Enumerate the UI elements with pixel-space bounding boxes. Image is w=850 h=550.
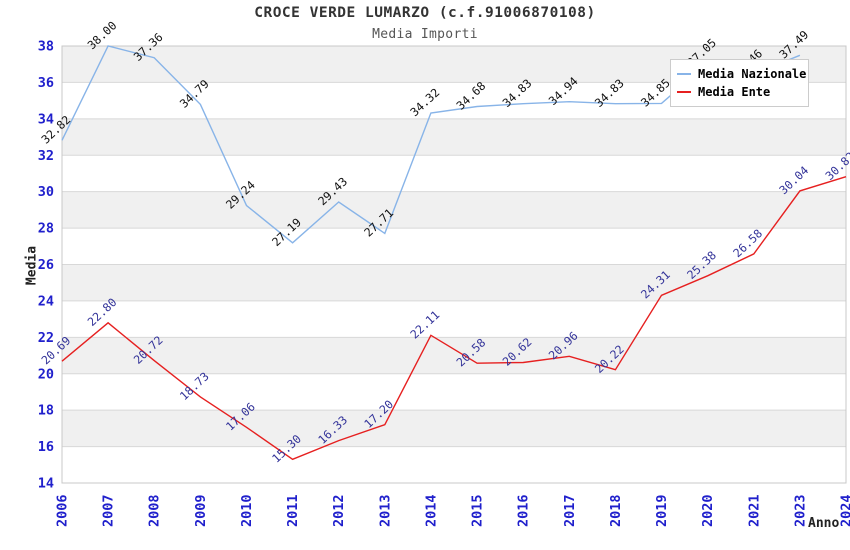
grid-band xyxy=(62,410,846,447)
data-label: 26.58 xyxy=(730,226,765,260)
x-tick-label: 2008 xyxy=(147,494,163,527)
x-tick-label: 2024 xyxy=(839,494,850,527)
y-tick-label: 18 xyxy=(38,403,54,419)
legend-item-media-ente: Media Ente xyxy=(671,85,808,99)
x-tick-label: 2013 xyxy=(377,494,393,527)
x-tick-label: 2015 xyxy=(470,494,486,527)
x-tick-label: 2006 xyxy=(55,494,71,527)
y-tick-label: 22 xyxy=(38,330,54,346)
legend-label: Media Ente xyxy=(698,85,771,99)
x-tick-label: 2018 xyxy=(608,494,624,527)
x-tick-label: 2020 xyxy=(700,494,716,527)
data-label: 18.73 xyxy=(177,369,212,403)
x-tick-label: 2011 xyxy=(285,494,301,527)
y-tick-label: 30 xyxy=(38,184,54,200)
x-axis-title: Anno xyxy=(808,516,840,531)
y-axis-title: Media xyxy=(24,245,40,286)
y-tick-label: 38 xyxy=(38,39,54,55)
legend-line-swatch-nazionale xyxy=(677,73,691,75)
y-tick-label: 16 xyxy=(38,439,54,455)
grid-band xyxy=(62,118,846,156)
y-tick-label: 32 xyxy=(38,148,54,164)
chart-title: CROCE VERDE LUMARZO (c.f.91006870108) xyxy=(254,5,596,21)
y-tick-label: 36 xyxy=(38,75,54,91)
grid-band xyxy=(62,337,846,374)
x-tick-label: 2007 xyxy=(101,494,117,527)
x-tick-label: 2019 xyxy=(654,494,670,527)
legend-line-swatch-ente xyxy=(677,91,691,93)
plot-border xyxy=(61,45,847,484)
chart-subtitle: Media Importi xyxy=(372,27,478,42)
data-label: 22.11 xyxy=(407,308,442,342)
x-tick-label: 2010 xyxy=(239,494,255,527)
y-tick-label: 28 xyxy=(38,221,54,237)
x-tick-label: 2017 xyxy=(562,494,578,527)
series-line-media-ente xyxy=(61,176,847,461)
legend-item-media-nazionale: Media Nazionale xyxy=(671,67,808,81)
legend: Media Nazionale Media Ente xyxy=(670,59,809,107)
data-label: 34.32 xyxy=(407,85,442,119)
x-tick-label: 2009 xyxy=(193,494,209,527)
x-tick-label: 2023 xyxy=(792,494,808,527)
x-tick-label: 2016 xyxy=(516,494,532,527)
y-tick-label: 26 xyxy=(38,257,54,273)
grid-band xyxy=(62,191,846,229)
x-tick-label: 2014 xyxy=(423,494,439,527)
legend-label: Media Nazionale xyxy=(698,67,807,81)
y-tick-label: 34 xyxy=(38,111,54,127)
x-tick-label: 2012 xyxy=(331,494,347,527)
x-tick-label: 2021 xyxy=(746,494,762,527)
y-tick-label: 24 xyxy=(38,293,54,309)
grid-band xyxy=(62,264,846,301)
y-tick-label: 14 xyxy=(38,476,54,492)
y-tick-label: 20 xyxy=(38,366,54,382)
